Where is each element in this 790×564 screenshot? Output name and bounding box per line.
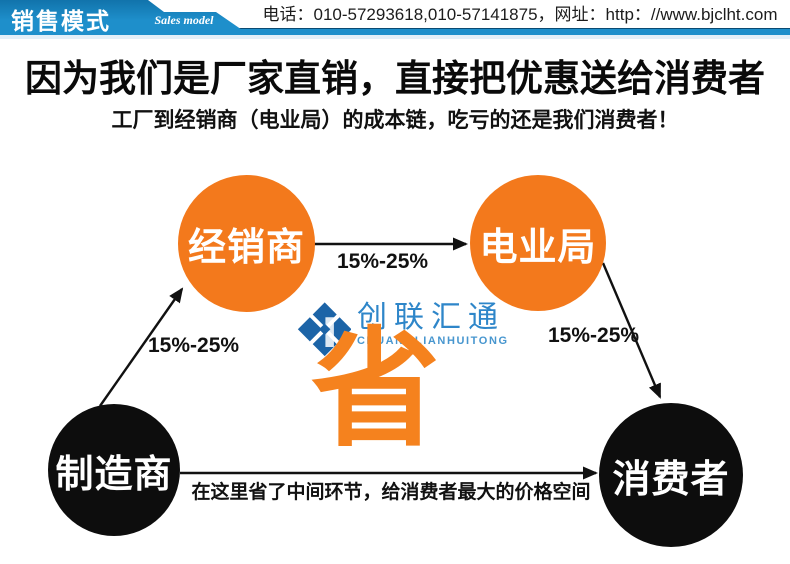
brand-name: 创联汇通 xyxy=(357,301,505,334)
direct-sale-note: 在这里省了中间环节，给消费者最大的价格空间 xyxy=(191,482,591,503)
contact-info: 电话：010-57293618,010-57141875，网址：http：//w… xyxy=(262,5,778,24)
page-subtitle: 工厂到经销商（电业局）的成本链，吃亏的还是我们消费者！ xyxy=(111,109,679,132)
save-highlight-character: 省 xyxy=(311,318,440,462)
node-power-bureau-label: 电业局 xyxy=(479,226,597,269)
ribbon-title: 销售模式 xyxy=(11,8,111,34)
page-title: 因为我们是厂家直销，直接把优惠送给消费者 xyxy=(25,58,765,99)
node-manufacturer: 制造商 xyxy=(48,404,180,536)
node-dealer-label: 经销商 xyxy=(187,227,305,269)
edge-label-dealer-bureau: 15%-25% xyxy=(337,250,429,273)
node-manufacturer-label: 制造商 xyxy=(55,453,173,496)
brand-name-latin: CHUANGLIANHUITONG xyxy=(357,335,509,347)
edge-label-manufacturer-dealer: 15%-25% xyxy=(148,334,240,357)
node-consumer-label: 消费者 xyxy=(612,458,730,501)
brand-watermark: 创联汇通 CHUANGLIANHUITONG xyxy=(297,301,509,357)
header-divider-bar xyxy=(0,28,790,35)
node-consumer: 消费者 xyxy=(599,403,743,547)
edge-label-bureau-consumer: 15%-25% xyxy=(548,324,640,347)
node-dealer: 经销商 xyxy=(178,175,315,312)
node-power-bureau: 电业局 xyxy=(470,175,606,311)
header-divider-highlight xyxy=(0,35,790,39)
brand-diamond-icon xyxy=(297,302,351,357)
ribbon-subtitle: Sales model xyxy=(154,13,214,27)
